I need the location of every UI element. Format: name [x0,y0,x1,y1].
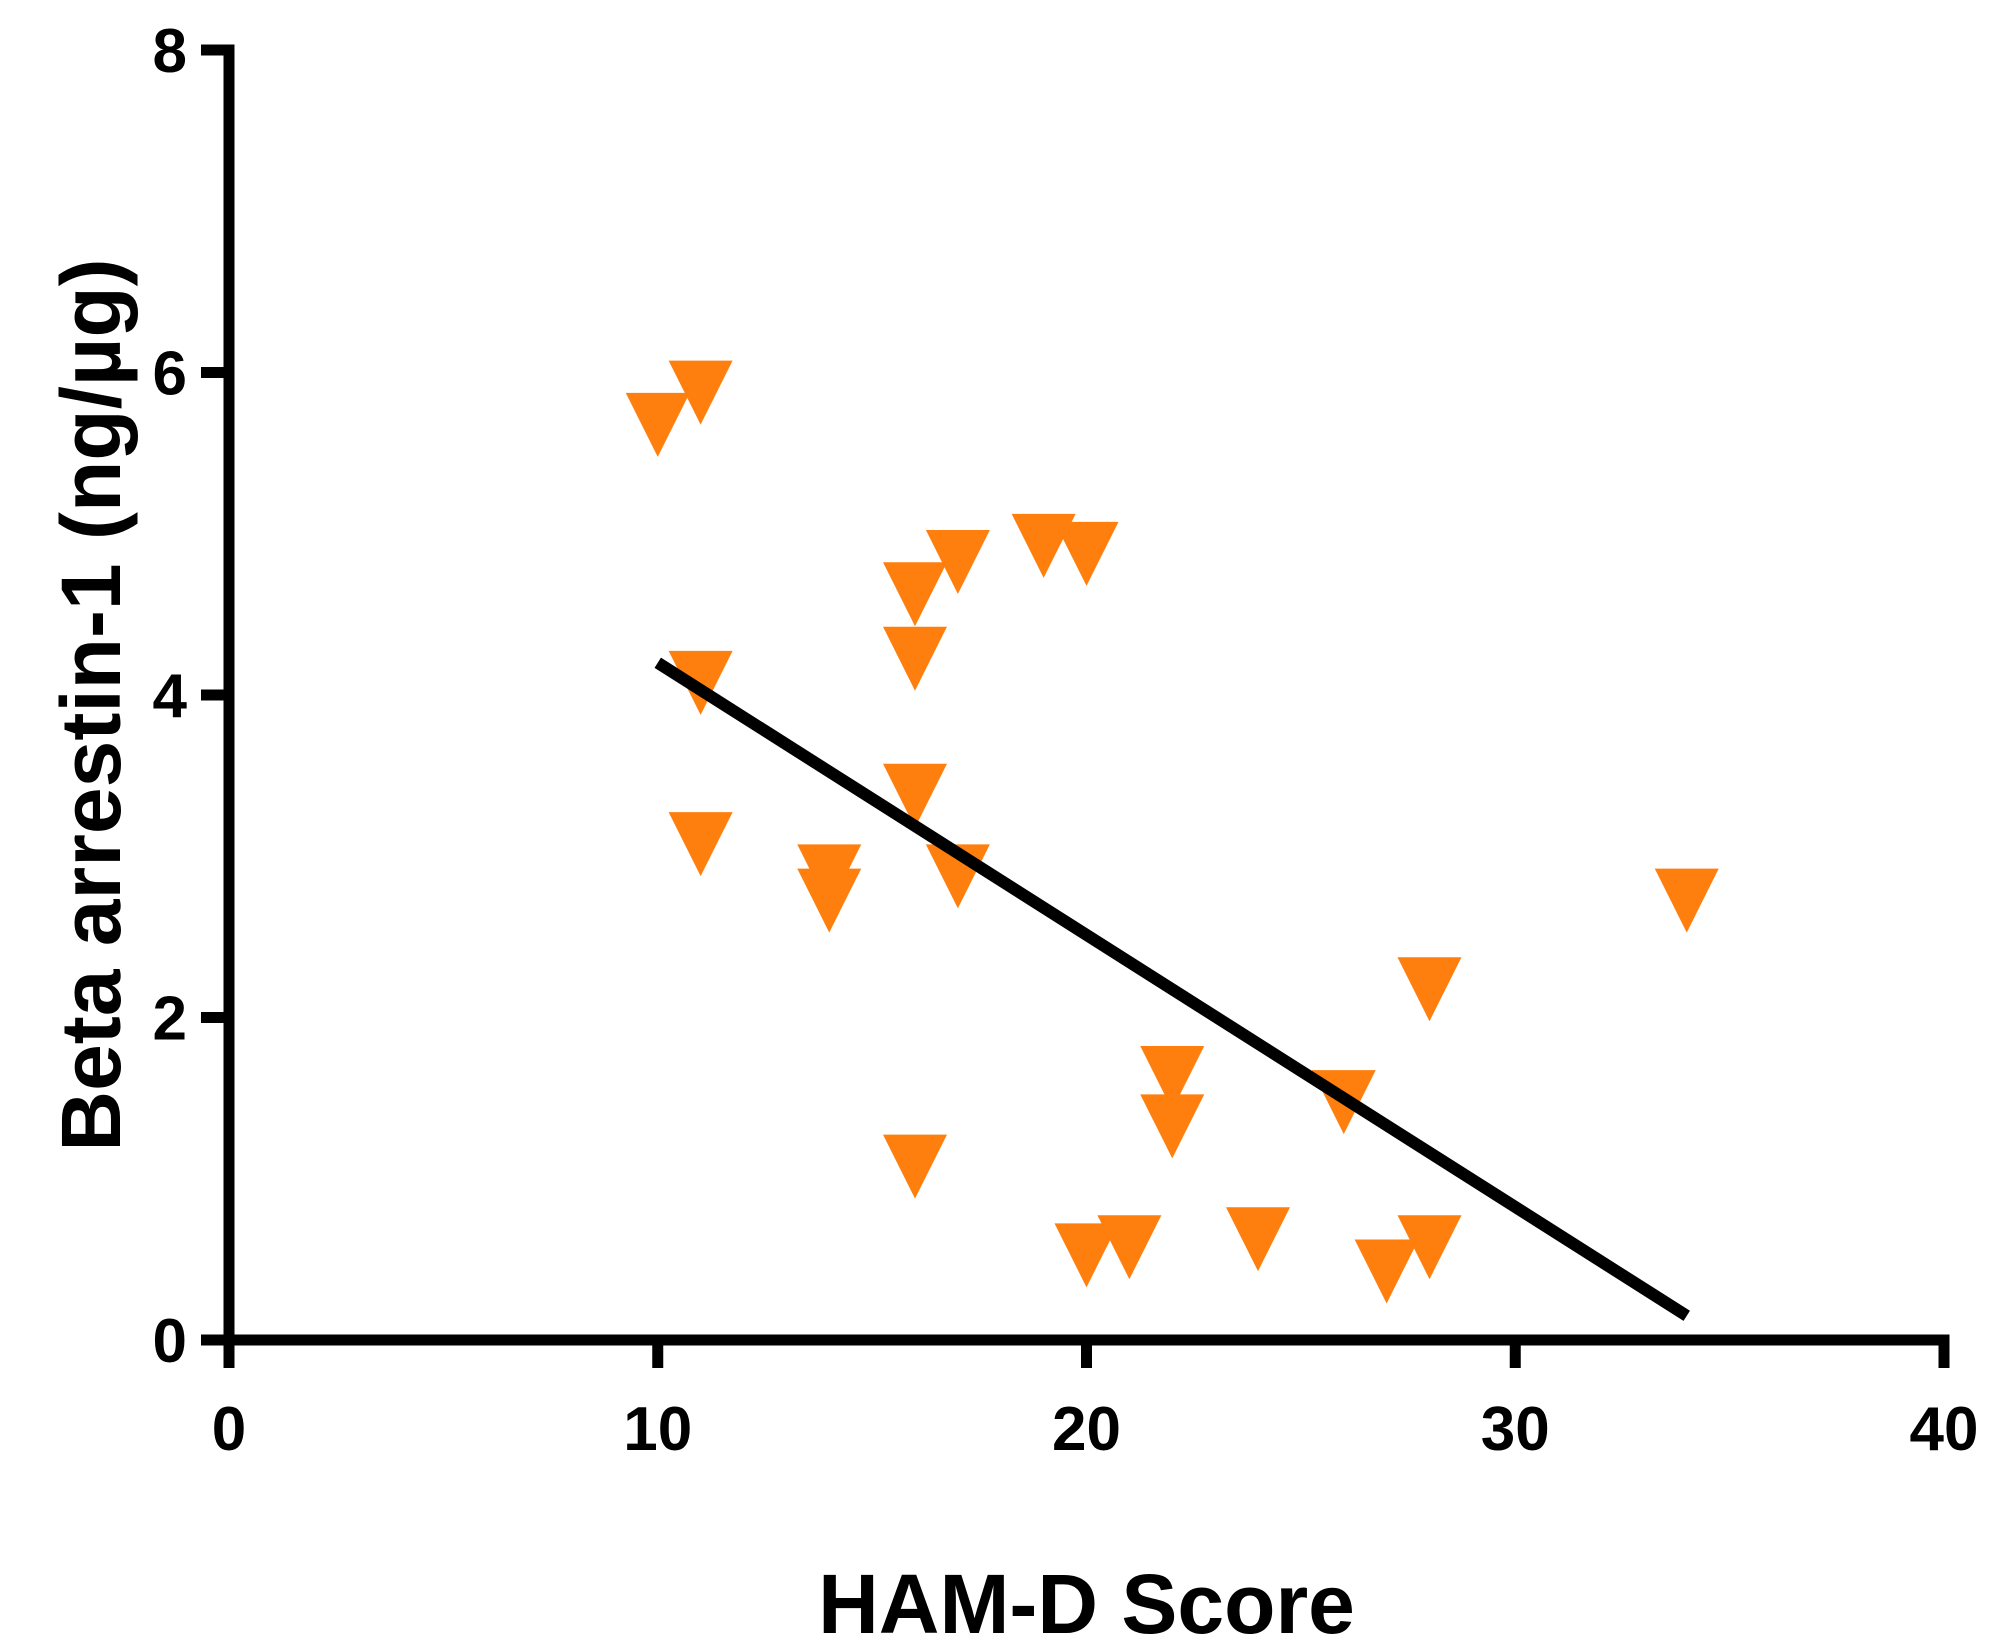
y-tick-label: 2 [153,985,187,1054]
data-point-marker [883,1134,947,1199]
data-point-marker [668,360,733,425]
x-axis-title: HAM-D Score [818,1557,1355,1649]
data-point-marker [668,812,733,877]
data-point-marker [1354,1239,1419,1304]
data-point-marker [883,626,947,691]
data-point-marker [1397,1215,1462,1280]
y-tick-label: 0 [153,1307,187,1376]
data-point-marker [1054,1223,1119,1288]
data-point-marker [1226,1207,1290,1272]
y-axis-title: Beta arrestin-1 (ng/µg) [44,258,138,1151]
x-tick-label: 10 [623,1395,692,1464]
data-point-marker [1054,521,1119,586]
data-point-marker [1140,1094,1205,1159]
x-tick-label: 0 [212,1395,246,1464]
data-point-marker [1140,1045,1205,1110]
data-point-marker [925,529,990,594]
x-tick-label: 30 [1481,1395,1550,1464]
data-point-marker [797,868,862,933]
data-point-marker [1654,868,1719,933]
data-points [625,360,1719,1304]
data-point-marker [883,763,947,828]
regression-line [654,657,1690,1321]
y-ticks: 0 2 4 6 8 [153,17,229,1376]
data-point-marker [1397,957,1462,1022]
axes: 0 2 4 6 8 0 10 20 30 40 [153,17,1979,1464]
x-tick-label: 40 [1910,1395,1979,1464]
y-tick-label: 4 [153,662,188,731]
x-ticks: 0 10 20 30 40 [212,1340,1979,1464]
data-point-marker [625,392,690,457]
y-tick-label: 6 [153,340,187,409]
y-tick-label: 8 [153,17,187,86]
data-point-marker [883,562,947,627]
x-tick-label: 20 [1052,1395,1121,1464]
data-point-marker [1097,1215,1162,1280]
